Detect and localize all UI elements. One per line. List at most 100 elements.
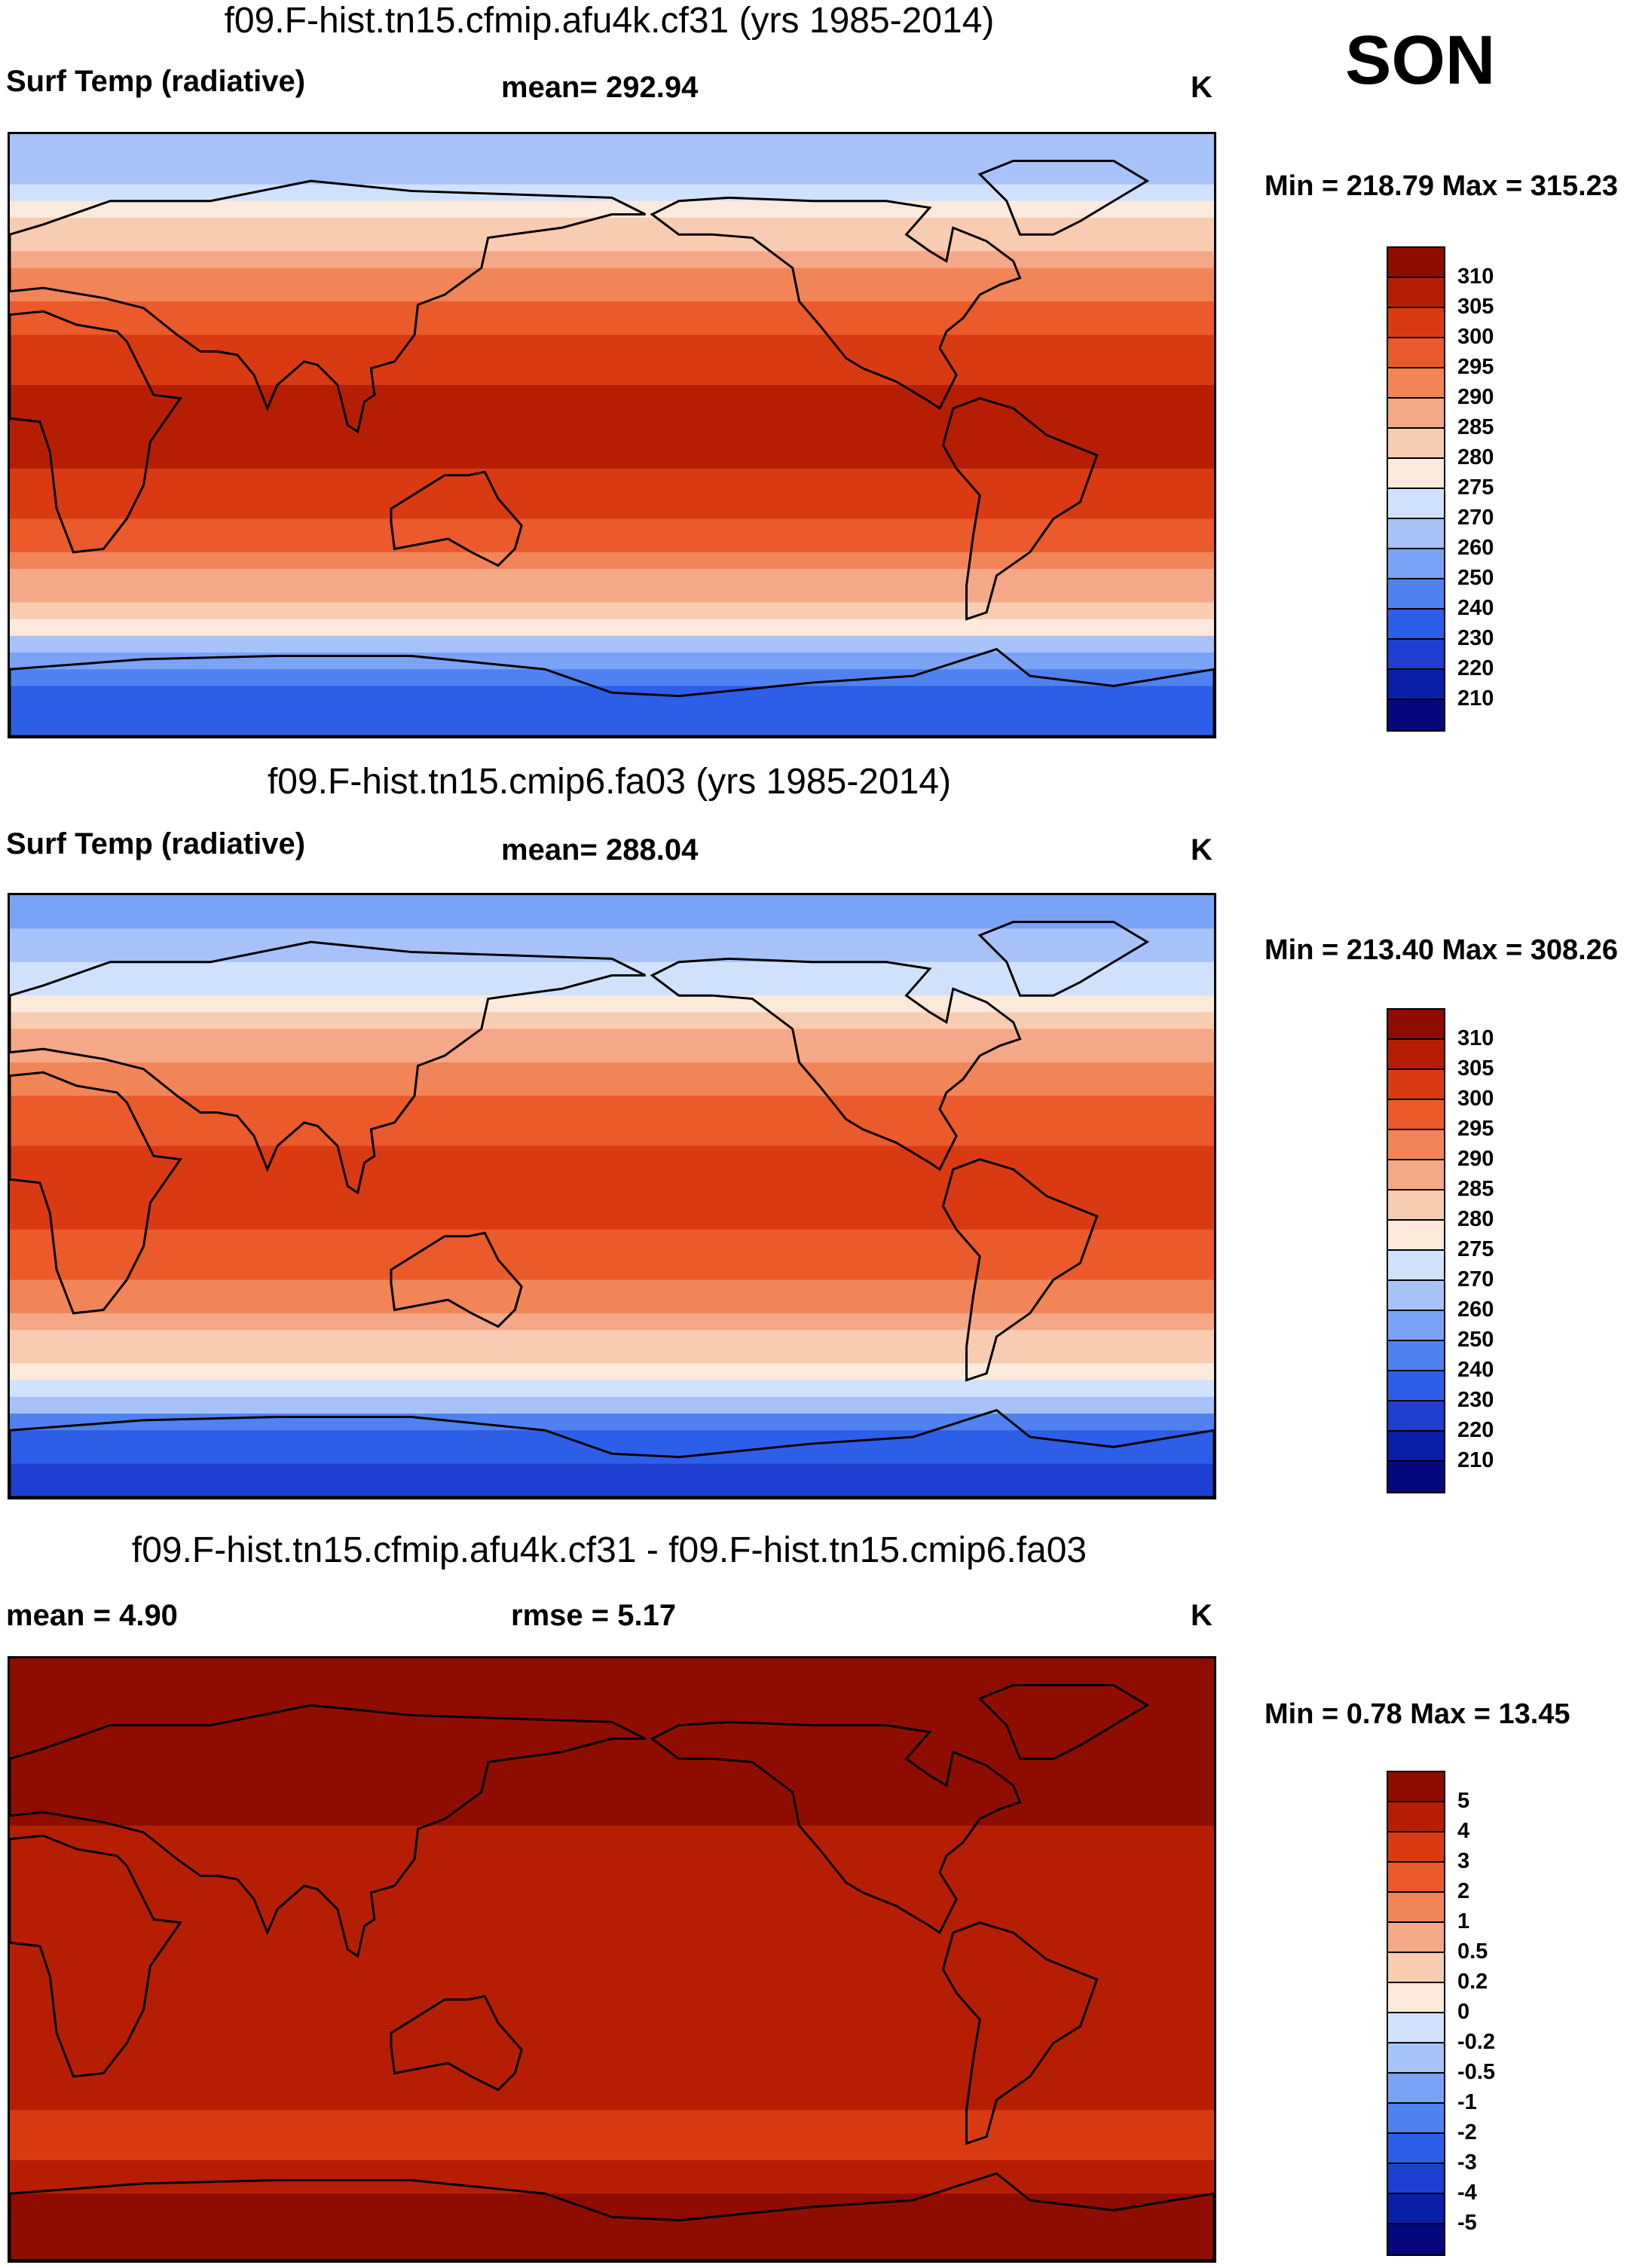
colorbar-segment [1388, 1432, 1444, 1462]
colorbar-tick-label: 0.5 [1457, 1939, 1488, 1964]
colorbar-tick-label: 270 [1457, 506, 1494, 530]
zonal-band [10, 2059, 1214, 2077]
colorbar-tick-label: -4 [1457, 2181, 1477, 2205]
zonal-band [10, 234, 1214, 252]
zonal-band [10, 1775, 1214, 1793]
panel-3-title: f09.F-hist.tn15.cfmip.afu4k.cf31 - f09.F… [131, 1530, 1087, 1570]
colorbar-segment [1388, 338, 1444, 368]
colorbar-segment [1388, 640, 1444, 670]
zonal-band [10, 686, 1214, 704]
panel-3-map [8, 1656, 1216, 2263]
panel-1-title: f09.F-hist.tn15.cfmip.afu4k.cf31 (yrs 19… [224, 1, 995, 41]
colorbar-tick-label: -2 [1457, 2120, 1477, 2144]
zonal-band [10, 653, 1214, 670]
zonal-band [10, 2243, 1214, 2260]
colorbar-tick-label: -0.2 [1457, 2030, 1495, 2054]
zonal-band [10, 1079, 1214, 1096]
coastline-path [10, 940, 647, 1195]
panel-1-minmax-label: Min = 218.79 Max = 315.23 [1265, 170, 1618, 202]
zonal-band [10, 384, 1214, 402]
zonal-band [10, 1062, 1214, 1080]
colorbar-segment [1388, 368, 1444, 399]
colorbar-segment [1388, 2043, 1444, 2074]
colorbar-tick-label: 210 [1457, 686, 1494, 711]
colorbar-segment [1388, 670, 1444, 700]
zonal-band [10, 1892, 1214, 1910]
zonal-band [10, 1313, 1214, 1331]
colorbar-segment [1388, 1191, 1444, 1221]
zonal-band [10, 635, 1214, 653]
zonal-band [10, 402, 1214, 419]
colorbar-tick-label: -3 [1457, 2150, 1477, 2175]
colorbar-segment [1388, 1983, 1444, 2013]
colorbar-segment [1388, 1311, 1444, 1341]
coastline-path [650, 957, 1022, 1172]
zonal-band [10, 1992, 1214, 2010]
zonal-band [10, 552, 1214, 570]
zonal-band [10, 318, 1214, 335]
zonal-band [10, 1909, 1214, 1927]
colorbar-tick-label: -1 [1457, 2090, 1477, 2114]
colorbar-tick-label: 290 [1457, 385, 1494, 409]
colorbar-tick-label: 3 [1457, 1849, 1470, 1873]
panel-1-colorbar [1387, 246, 1445, 732]
zonal-band [10, 2159, 1214, 2178]
colorbar-tick-label: 280 [1457, 1207, 1494, 1231]
zonal-band [10, 719, 1214, 736]
zonal-band [10, 1463, 1214, 1481]
colorbar-tick-label: 280 [1457, 445, 1494, 469]
colorbar-segment [1388, 2104, 1444, 2134]
zonal-band [10, 518, 1214, 536]
colorbar-tick-label: 220 [1457, 1418, 1494, 1442]
colorbar-segment [1388, 1010, 1444, 1040]
colorbar-segment [1388, 579, 1444, 610]
coastline-path [10, 179, 647, 434]
zonal-band [10, 151, 1214, 168]
zonal-band [10, 2227, 1214, 2245]
colorbar-segment [1388, 1281, 1444, 1311]
zonal-band [10, 1129, 1214, 1147]
colorbar-tick-label: 275 [1457, 475, 1494, 500]
panel-2-colorbar [1387, 1008, 1445, 1493]
colorbar-tick-label: -5 [1457, 2211, 1477, 2235]
zonal-band [10, 1029, 1214, 1047]
zonal-band [10, 2043, 1214, 2061]
zonal-band [10, 1959, 1214, 1977]
panel-3-units-label: K [1191, 1599, 1213, 1632]
zonal-band [10, 1926, 1214, 1943]
colorbar-segment [1388, 1953, 1444, 1983]
colorbar-tick-label: 220 [1457, 656, 1494, 680]
panel-1-units-label: K [1191, 71, 1213, 104]
coastline-path [10, 310, 182, 554]
colorbar-tick-label: 230 [1457, 626, 1494, 650]
colorbar-tick-label: 250 [1457, 1328, 1494, 1352]
colorbar-tick-label: 260 [1457, 1298, 1494, 1322]
zonal-band [10, 1430, 1214, 1448]
zonal-band [10, 1842, 1214, 1860]
zonal-band [10, 167, 1214, 185]
panel-2-map [8, 893, 1216, 1499]
zonal-band [10, 895, 1214, 912]
zonal-band [10, 1012, 1214, 1030]
colorbar-segment [1388, 2224, 1444, 2254]
coastline-path [650, 1720, 1022, 1935]
colorbar-tick-label: 240 [1457, 1358, 1494, 1382]
zonal-band [10, 2193, 1214, 2211]
zonal-band [10, 1363, 1214, 1381]
zonal-band [10, 335, 1214, 353]
colorbar-segment [1388, 1100, 1444, 1130]
colorbar-tick-label: 5 [1457, 1789, 1470, 1813]
colorbar-tick-label: 260 [1457, 536, 1494, 560]
colorbar-tick-label: 0.2 [1457, 1970, 1488, 1994]
zonal-band [10, 1692, 1214, 1710]
coastline-path [10, 1834, 182, 2078]
zonal-band [10, 978, 1214, 996]
colorbar-tick-label: 285 [1457, 1177, 1494, 1201]
zonal-band [10, 1725, 1214, 1743]
colorbar-segment [1388, 1863, 1444, 1893]
coastline-path [650, 196, 1022, 411]
coastline-path [390, 1231, 523, 1328]
panel-2-variable-label: Surf Temp (radiative) [6, 827, 306, 860]
zonal-band [10, 435, 1214, 453]
zonal-band [10, 351, 1214, 369]
